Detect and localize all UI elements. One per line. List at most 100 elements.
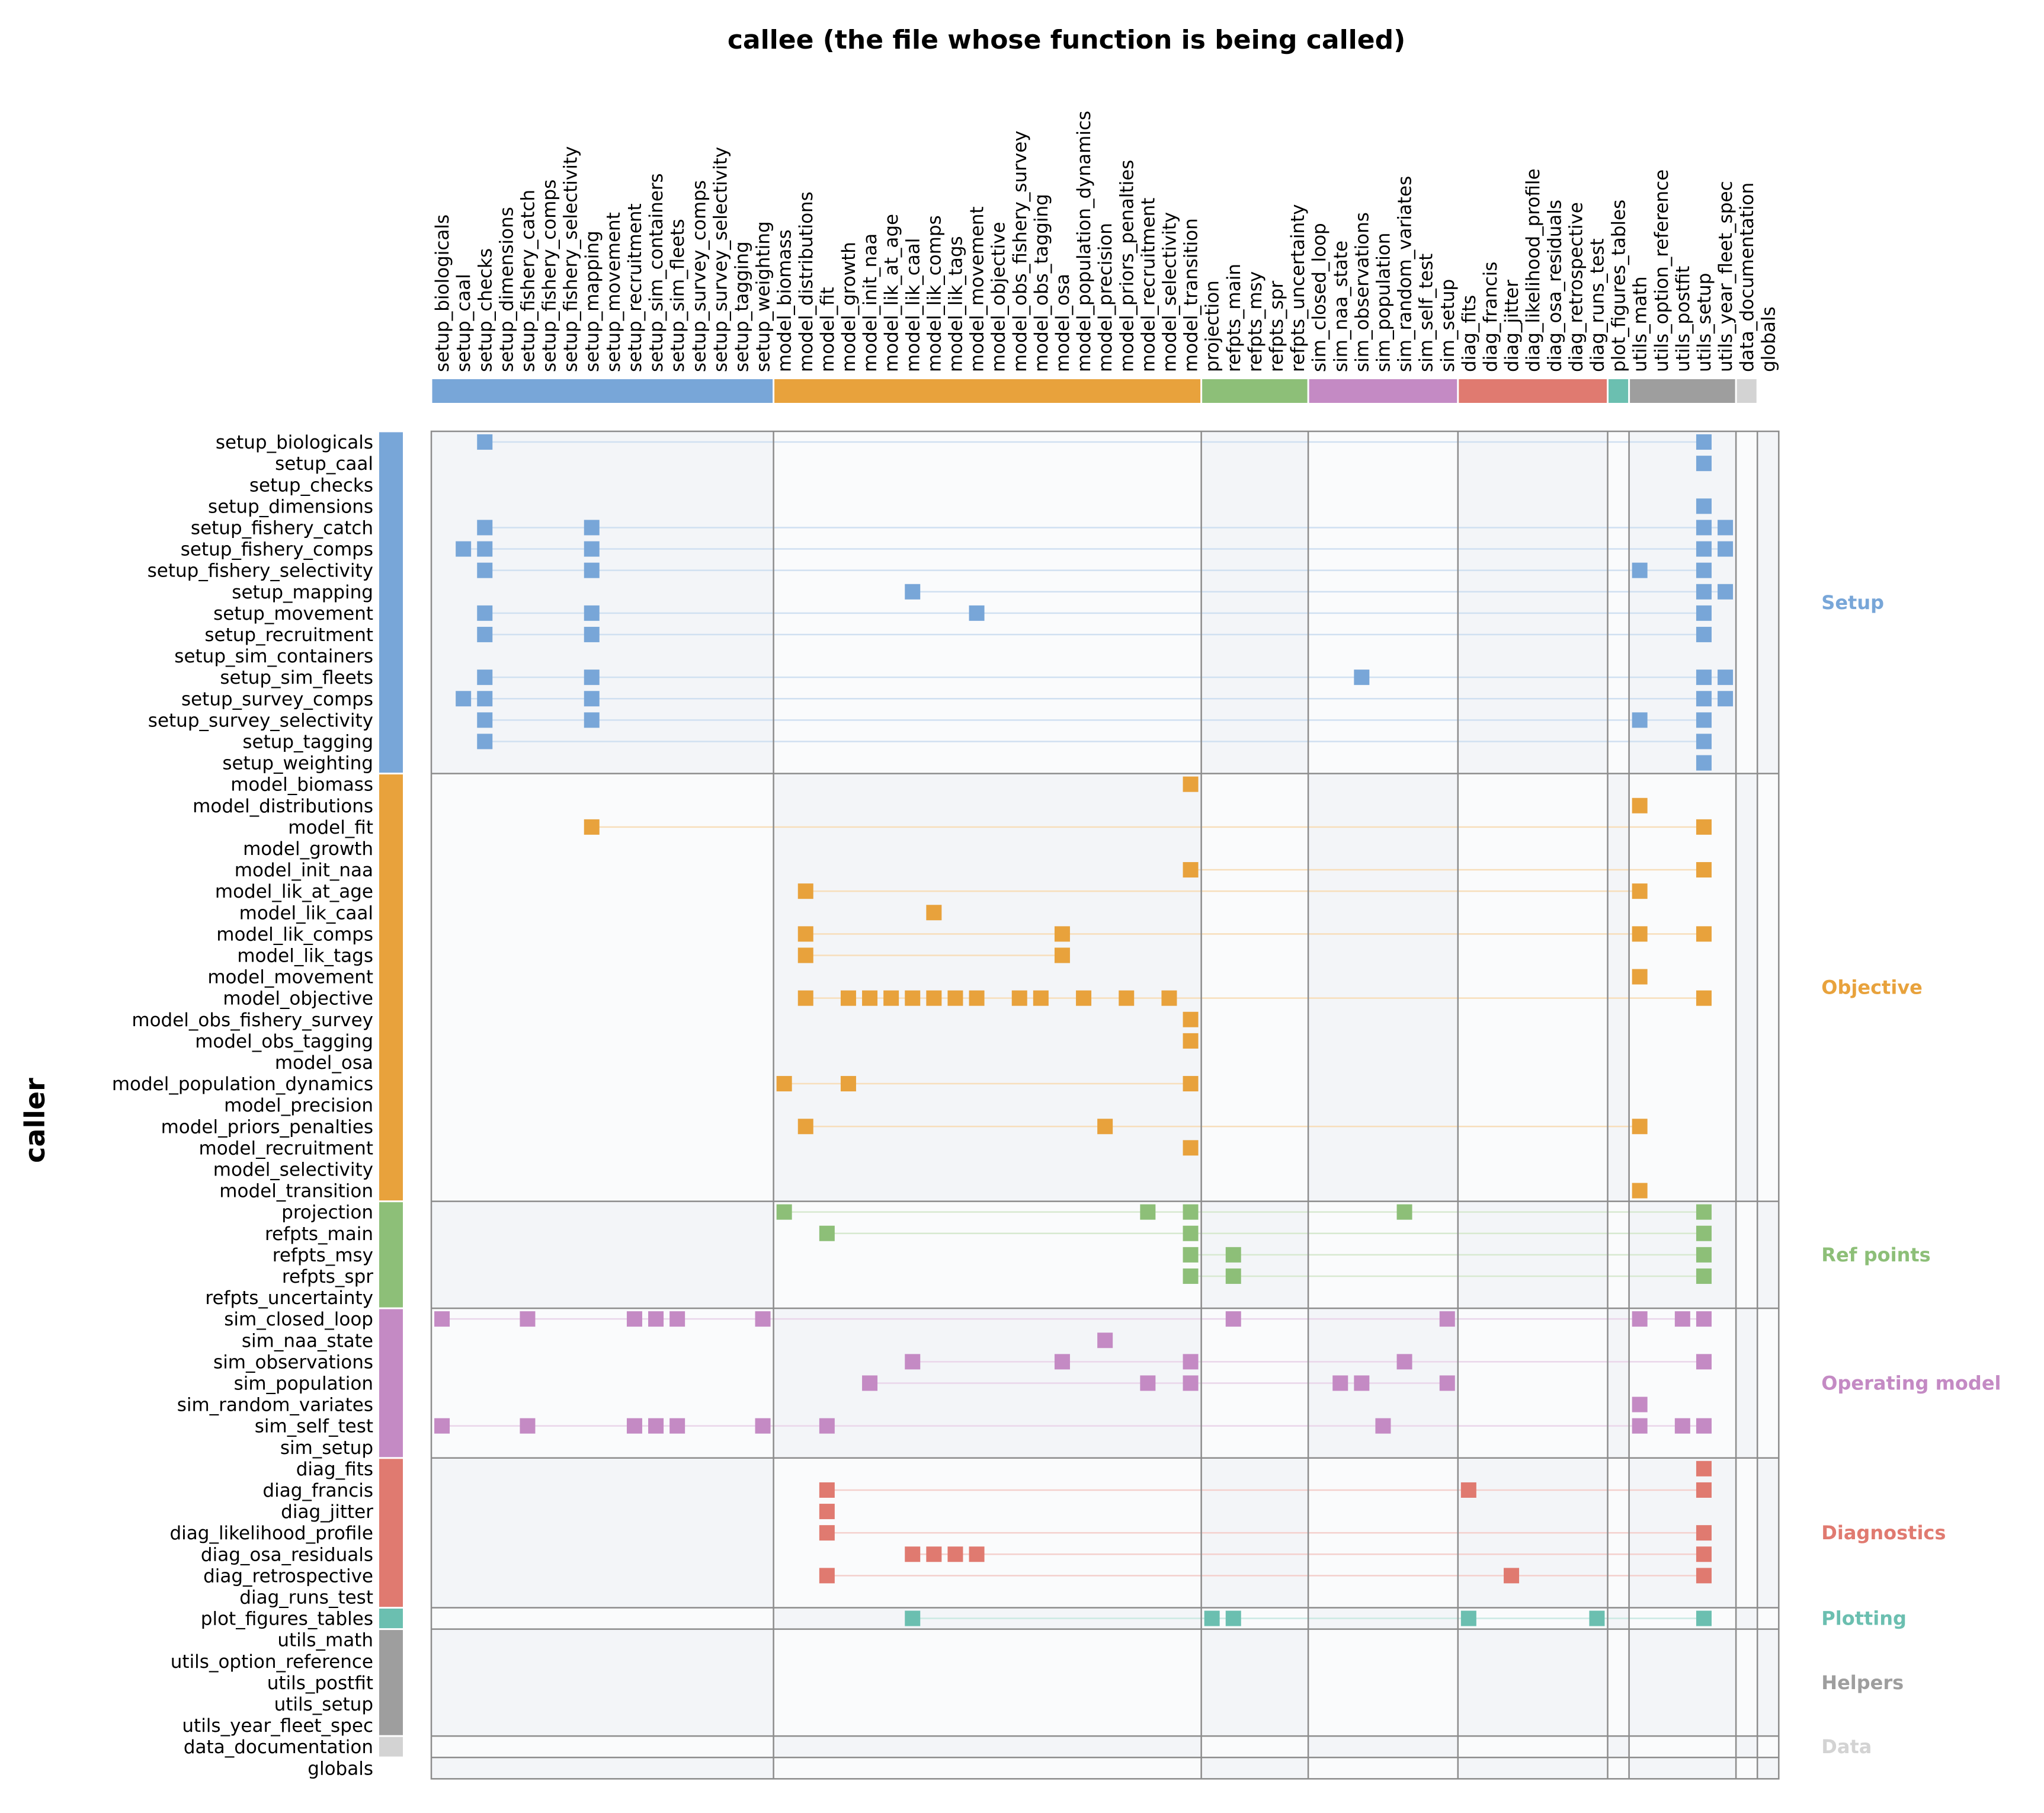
row-tick-label: diag_jitter	[281, 1501, 373, 1523]
column-tick-label: setup_fishery_catch	[518, 190, 539, 372]
call-square	[1696, 1204, 1712, 1220]
block-background	[1736, 1201, 1758, 1309]
call-square	[819, 1418, 835, 1434]
row-tick-label: diag_likelihood_profile	[169, 1523, 373, 1544]
column-tick-label: model_fit	[817, 287, 838, 372]
call-square	[819, 1482, 835, 1498]
block-background	[773, 1757, 1202, 1779]
block-background	[431, 1201, 774, 1309]
column-tick-label: model_lik_tags	[946, 236, 967, 372]
block-background	[1757, 1757, 1779, 1779]
call-square	[1696, 584, 1712, 600]
block-background	[1629, 1629, 1737, 1737]
top-group-strip	[1737, 379, 1757, 403]
call-square	[1225, 1247, 1241, 1263]
row-tick-label: sim_random_variates	[177, 1395, 373, 1416]
block-background	[431, 1458, 774, 1608]
column-tick-label: setup_dimensions	[496, 207, 517, 372]
block-background	[773, 431, 1202, 774]
block-background	[1308, 1629, 1458, 1737]
row-tick-label: setup_weighting	[222, 753, 373, 774]
connector-lines	[442, 441, 1726, 1619]
row-tick-label: utils_math	[277, 1630, 373, 1651]
call-square	[926, 990, 942, 1006]
call-square	[1696, 562, 1712, 578]
call-square	[1696, 670, 1712, 686]
column-tick-label: setup_recruitment	[624, 203, 646, 372]
row-tick-label: model_lik_at_age	[215, 881, 373, 902]
call-square	[669, 1418, 685, 1434]
block-background	[1629, 1308, 1737, 1458]
row-tick-label: diag_retrospective	[203, 1565, 373, 1587]
block-background	[431, 1629, 774, 1737]
block-background	[431, 1736, 774, 1758]
block-background	[1457, 431, 1608, 774]
block-background	[773, 1201, 1202, 1309]
block-background	[1736, 431, 1758, 774]
block-background	[1308, 1736, 1458, 1758]
call-square	[1718, 584, 1734, 600]
row-tick-label: refpts_spr	[282, 1266, 373, 1287]
column-tick-label: setup_tagging	[732, 241, 753, 372]
call-square	[1632, 883, 1648, 899]
call-square	[1097, 1119, 1113, 1135]
call-square	[1183, 1268, 1199, 1284]
call-square	[776, 1204, 792, 1220]
call-square	[520, 1311, 536, 1327]
block-background	[1457, 1736, 1608, 1758]
block-backgrounds	[431, 431, 1779, 1779]
call-square	[1354, 670, 1370, 686]
call-square	[797, 947, 813, 963]
block-background	[1629, 1736, 1737, 1758]
call-square	[626, 1311, 642, 1327]
column-tick-label: sim_self_test	[1416, 254, 1437, 372]
call-square	[1696, 1268, 1712, 1284]
top-group-strip	[774, 379, 1201, 403]
row-tick-label: model_obs_fishery_survey	[132, 1010, 373, 1031]
call-square	[1696, 712, 1712, 728]
call-square	[969, 605, 985, 621]
call-square	[1632, 1418, 1648, 1434]
call-square	[1332, 1375, 1348, 1391]
block-background	[1757, 1458, 1779, 1608]
call-square	[456, 691, 472, 707]
left-group-strip	[379, 1630, 403, 1735]
column-tick-label: model_selectivity	[1159, 212, 1181, 372]
call-square	[1054, 1354, 1070, 1370]
row-tick-label: setup_tagging	[242, 732, 373, 753]
call-square	[584, 562, 600, 578]
call-square	[797, 926, 813, 942]
block-background	[431, 1308, 774, 1458]
call-square	[1696, 1354, 1712, 1370]
call-square	[1632, 1119, 1648, 1135]
block-background	[1201, 1629, 1309, 1737]
column-tick-label: model_movement	[967, 206, 988, 372]
row-tick-label: setup_checks	[249, 475, 373, 496]
group-labels: Setup Objective Ref points Operating model D…	[1821, 591, 2001, 1758]
call-square	[648, 1311, 664, 1327]
call-square	[584, 670, 600, 686]
column-tick-label: diag_jitter	[1501, 280, 1523, 372]
row-tick-label: utils_postfit	[267, 1673, 373, 1694]
column-tick-label: setup_movement	[603, 212, 624, 372]
row-tick-label: model_transition	[219, 1181, 373, 1202]
row-tick-label: diag_runs_test	[239, 1587, 373, 1608]
call-square	[1696, 1460, 1712, 1476]
column-tick-label: projection	[1202, 280, 1223, 372]
column-tick-label: diag_runs_test	[1587, 238, 1608, 372]
row-tick-label: projection	[281, 1202, 373, 1223]
block-background	[773, 1736, 1202, 1758]
row-tick-label: model_distributions	[193, 796, 373, 817]
call-square	[1183, 1204, 1199, 1220]
call-square	[1632, 926, 1648, 942]
top-group-strip	[432, 379, 773, 403]
call-square	[1632, 797, 1648, 813]
column-tick-label: diag_retrospective	[1565, 202, 1587, 372]
call-square	[1632, 1183, 1648, 1199]
column-tick-label: model_distributions	[796, 191, 817, 372]
block-background	[1201, 1757, 1309, 1779]
column-tick-label: model_precision	[1095, 223, 1116, 372]
group-label: Helpers	[1821, 1671, 1904, 1694]
call-square	[1632, 562, 1648, 578]
